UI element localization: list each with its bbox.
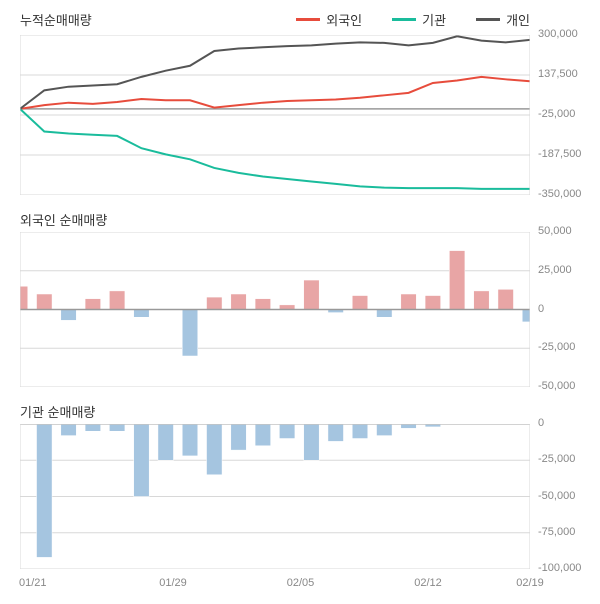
bar xyxy=(207,424,223,475)
bar xyxy=(109,424,125,431)
legend-label: 개인 xyxy=(506,10,530,29)
x-tick-label: 02/19 xyxy=(516,577,544,589)
legend-item: 개인 xyxy=(476,10,530,29)
bar xyxy=(304,424,320,460)
y-tick-label: -25,000 xyxy=(538,341,575,353)
bar xyxy=(182,424,198,456)
bar xyxy=(231,294,247,310)
bar xyxy=(134,424,150,497)
bar xyxy=(20,286,28,309)
line-series xyxy=(20,36,530,109)
legend-item: 외국인 xyxy=(296,10,362,29)
panel3-svg xyxy=(20,424,530,569)
legend-items: 외국인 기관 개인 xyxy=(296,10,530,29)
bar xyxy=(61,310,77,321)
bar xyxy=(328,424,344,441)
bar xyxy=(85,424,101,431)
y-tick-label: 0 xyxy=(538,417,544,429)
x-tick-label: 02/12 xyxy=(414,577,442,589)
bar xyxy=(279,424,295,439)
bar xyxy=(182,310,198,357)
panel3-title: 기관 순매매량 xyxy=(20,402,95,421)
legend-swatch xyxy=(296,18,320,21)
panel1-title: 누적순매매량 xyxy=(20,10,92,29)
bar xyxy=(425,296,441,310)
y-tick-label: 137,500 xyxy=(538,68,578,80)
legend-swatch xyxy=(392,18,416,21)
x-tick-label: 01/29 xyxy=(159,577,187,589)
bar xyxy=(85,299,101,310)
bar xyxy=(109,291,125,310)
legend-label: 기관 xyxy=(422,10,446,29)
bar xyxy=(401,294,417,310)
bar xyxy=(207,297,223,309)
bar xyxy=(158,424,174,460)
bar xyxy=(134,310,150,318)
panel1-svg xyxy=(20,35,530,195)
y-tick-label: 0 xyxy=(538,303,544,315)
legend-swatch xyxy=(476,18,500,21)
bar xyxy=(255,299,271,310)
bar xyxy=(474,291,490,310)
legend-label: 외국인 xyxy=(326,10,362,29)
bar xyxy=(304,280,320,309)
y-tick-label: -100,000 xyxy=(538,562,581,574)
legend-item: 기관 xyxy=(392,10,446,29)
legend: 누적순매매량 외국인 기관 개인 xyxy=(20,10,550,29)
panel2-svg xyxy=(20,232,530,387)
bar xyxy=(377,310,393,318)
bar xyxy=(61,424,77,436)
y-tick-label: -50,000 xyxy=(538,490,575,502)
bar xyxy=(352,424,368,439)
chart-container: 누적순매매량 외국인 기관 개인 300,000 137,500 -25,000 -187,5… xyxy=(0,0,600,604)
bar xyxy=(498,289,514,309)
bar xyxy=(37,294,53,310)
y-tick-label: -350,000 xyxy=(538,188,581,200)
y-tick-label: -25,000 xyxy=(538,453,575,465)
y-tick-label: -50,000 xyxy=(538,380,575,392)
y-tick-label: 300,000 xyxy=(538,28,578,40)
panel2-title: 외국인 순매매량 xyxy=(20,210,107,229)
y-tick-label: 50,000 xyxy=(538,225,572,237)
y-tick-label: -187,500 xyxy=(538,148,581,160)
x-tick-label: 01/21 xyxy=(19,577,47,589)
bar xyxy=(449,251,465,310)
bar xyxy=(231,424,247,450)
y-tick-label: -75,000 xyxy=(538,526,575,538)
y-tick-label: -25,000 xyxy=(538,108,575,120)
line-series xyxy=(20,109,530,189)
x-tick-label: 02/05 xyxy=(287,577,315,589)
bar xyxy=(255,424,271,446)
bar xyxy=(522,310,530,322)
bar xyxy=(377,424,393,436)
bar xyxy=(37,424,53,557)
y-tick-label: 25,000 xyxy=(538,264,572,276)
line-series xyxy=(20,77,530,109)
bar xyxy=(352,296,368,310)
